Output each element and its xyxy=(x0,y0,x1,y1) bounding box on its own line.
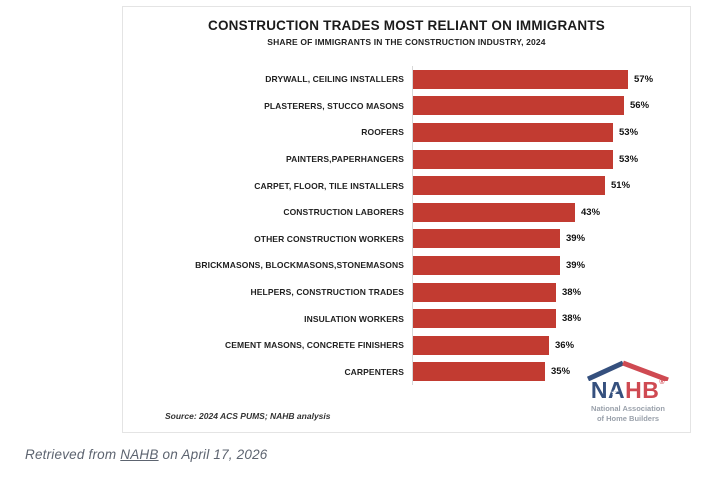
nahb-logo: NAHB® ★ National Association of Home Bui… xyxy=(582,359,674,424)
star-icon: ★ xyxy=(611,390,618,397)
bar-label: CARPENTERS xyxy=(344,366,404,377)
bar-value: 35% xyxy=(551,366,571,378)
bar-label: OTHER CONSTRUCTION WORKERS xyxy=(254,233,404,244)
bar-track: 53% xyxy=(412,119,690,146)
bar xyxy=(413,202,575,222)
bar-label: CONSTRUCTION LABORERS xyxy=(283,207,404,218)
nahb-wordmark-hb: HB xyxy=(625,377,660,403)
bar xyxy=(413,122,613,142)
bar-track: 53% xyxy=(412,145,690,173)
bar-value: 53% xyxy=(619,153,639,165)
bar-row: PAINTERS,PAPERHANGERS 53% xyxy=(123,145,690,173)
bar-row: CARPENTERS 35% xyxy=(123,358,690,386)
bar-track: 38% xyxy=(412,278,690,306)
bar-label: PAINTERS,PAPERHANGERS xyxy=(286,154,404,165)
bar-row: ROOFERS 53% xyxy=(123,119,690,146)
bar xyxy=(413,335,549,355)
source-note: Source: 2024 ACS PUMS; NAHB analysis xyxy=(165,411,331,421)
bar xyxy=(413,282,556,302)
nahb-caption: National Association of Home Builders xyxy=(582,404,674,424)
bar-row: OTHER CONSTRUCTION WORKERS 39% xyxy=(123,225,690,253)
bar-row: INSULATION WORKERS 38% xyxy=(123,305,690,332)
bar-value: 43% xyxy=(581,206,601,218)
nahb-caption-line2: of Home Builders xyxy=(596,413,660,423)
bar-track: 35% xyxy=(412,358,690,386)
bar xyxy=(413,309,556,329)
bar-row: HELPERS, CONSTRUCTION TRADES 38% xyxy=(123,278,690,306)
bar-track: 51% xyxy=(412,172,690,199)
bar xyxy=(413,362,545,382)
bar-row: DRYWALL, CEILING INSTALLERS 57% xyxy=(123,66,690,93)
retrieved-suffix: on April 17, 2026 xyxy=(158,447,268,462)
bar-label: PLASTERERS, STUCCO MASONS xyxy=(264,100,404,111)
bar-label: DRYWALL, CEILING INSTALLERS xyxy=(265,74,404,85)
bar xyxy=(413,69,628,89)
bar-row: BRICKMASONS, BLOCKMASONS,STONEMASONS 39% xyxy=(123,252,690,279)
chart-card: CONSTRUCTION TRADES MOST RELIANT ON IMMI… xyxy=(122,6,691,433)
bar-value: 38% xyxy=(562,313,582,325)
bar-track: 43% xyxy=(412,198,690,226)
bar xyxy=(413,96,624,116)
retrieved-prefix: Retrieved from xyxy=(25,447,121,462)
registered-mark: ® xyxy=(659,379,666,386)
bar-value: 39% xyxy=(566,259,586,271)
bar-value: 36% xyxy=(555,339,575,351)
bar xyxy=(413,229,560,249)
nahb-wordmark-na: NA xyxy=(590,377,626,403)
bar-chart: DRYWALL, CEILING INSTALLERS 57% PLASTERE… xyxy=(123,66,690,386)
bar-row: CEMENT MASONS, CONCRETE FINISHERS 36% xyxy=(123,331,690,359)
bar-label: CEMENT MASONS, CONCRETE FINISHERS xyxy=(225,340,404,351)
bar-track: 39% xyxy=(412,252,690,279)
bar-row: CONSTRUCTION LABORERS 43% xyxy=(123,198,690,226)
bar-value: 57% xyxy=(634,73,654,85)
bar xyxy=(413,255,560,275)
bar-track: 36% xyxy=(412,331,690,359)
chart-title: CONSTRUCTION TRADES MOST RELIANT ON IMMI… xyxy=(208,18,605,33)
retrieved-caption: Retrieved from NAHB on April 17, 2026 xyxy=(25,447,268,462)
bar-label: ROOFERS xyxy=(361,127,404,138)
nahb-caption-line1: National Association xyxy=(591,404,665,413)
bar-label: HELPERS, CONSTRUCTION TRADES xyxy=(250,287,404,298)
bar-value: 53% xyxy=(619,126,639,138)
bar-value: 56% xyxy=(630,100,650,112)
nahb-wordmark: NAHB® ★ xyxy=(582,379,674,402)
bar-row: PLASTERERS, STUCCO MASONS 56% xyxy=(123,92,690,120)
bar xyxy=(413,149,613,169)
bar xyxy=(413,176,605,196)
bar-label: BRICKMASONS, BLOCKMASONS,STONEMASONS xyxy=(195,260,404,271)
bar-row: CARPET, FLOOR, TILE INSTALLERS 51% xyxy=(123,172,690,199)
nahb-roof-icon xyxy=(586,360,669,381)
bar-value: 38% xyxy=(562,286,582,298)
bar-label: INSULATION WORKERS xyxy=(304,313,404,324)
bar-value: 51% xyxy=(611,180,631,192)
bar-track: 38% xyxy=(412,305,690,332)
nahb-link[interactable]: NAHB xyxy=(120,447,159,462)
bar-label: CARPET, FLOOR, TILE INSTALLERS xyxy=(254,180,404,191)
bar-value: 39% xyxy=(566,233,586,245)
bar-track: 57% xyxy=(412,66,690,93)
bar-track: 56% xyxy=(412,92,690,120)
bar-track: 39% xyxy=(412,225,690,253)
chart-subtitle: SHARE OF IMMIGRANTS IN THE CONSTRUCTION … xyxy=(267,37,546,47)
